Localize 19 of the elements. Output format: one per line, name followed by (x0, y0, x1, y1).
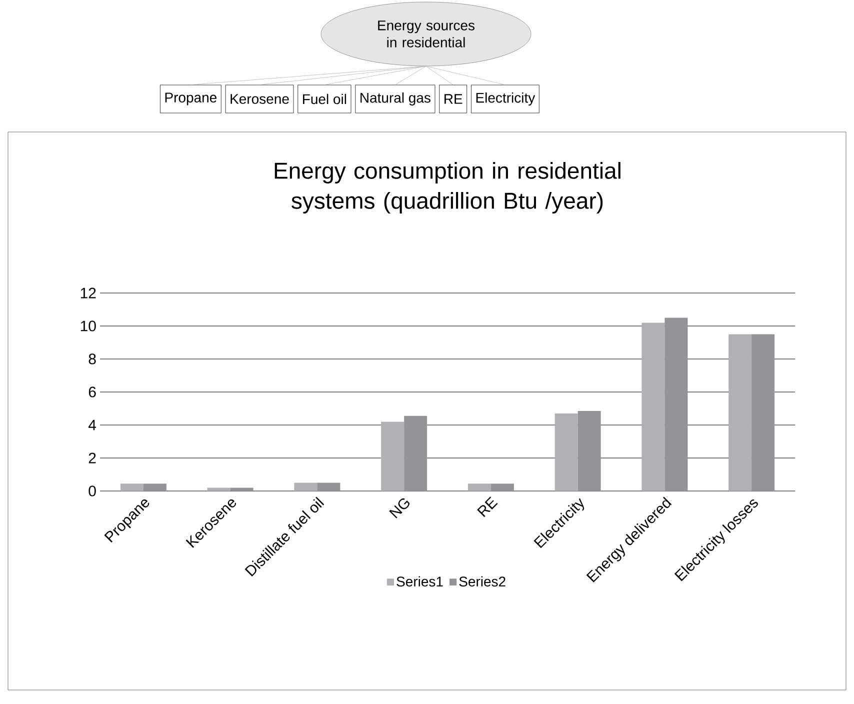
legend-label: Series2 (459, 576, 506, 587)
x-tick-label: NG (389, 498, 410, 518)
text: Natural gas (360, 92, 430, 106)
text: Electricity (476, 92, 536, 106)
y-tick-label: 0 (88, 486, 96, 496)
text: Kerosene (230, 94, 289, 104)
y-tick-label: 8 (88, 354, 96, 364)
chart-title: Energy consumption in residential systems (quadrillion Btu /year) (274, 162, 620, 214)
text: Propane (165, 92, 217, 106)
text: Fuel oil (303, 94, 346, 104)
y-tick-label: 12 (80, 288, 96, 298)
text: RE (444, 94, 462, 104)
y-tick-label: 4 (88, 420, 96, 430)
y-tick-label: 6 (88, 386, 96, 398)
y-tick-label: 10 (80, 320, 96, 332)
legend-label: Series1 (396, 576, 443, 587)
y-tick-label: 2 (88, 452, 96, 464)
text: Energy sources in residential (378, 20, 474, 48)
x-tick-label: RE (477, 496, 498, 518)
